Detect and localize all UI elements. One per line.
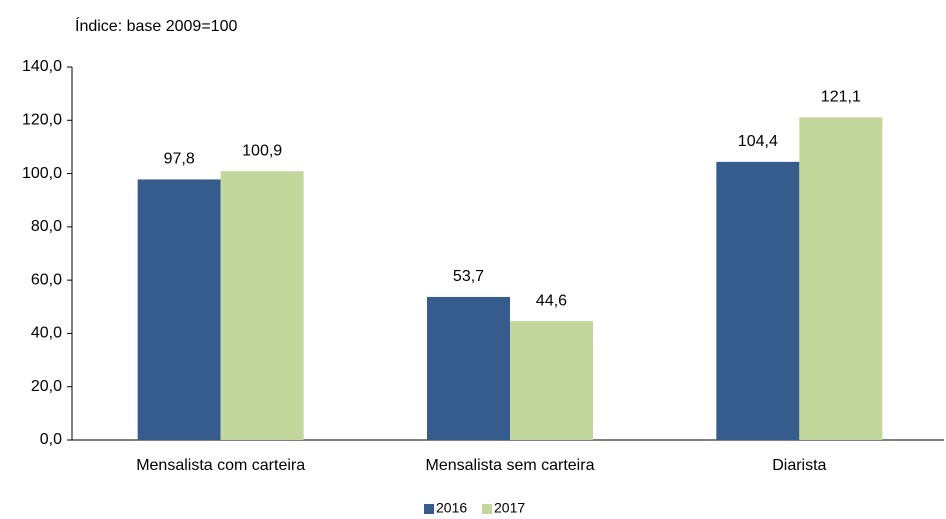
- chart-title: Índice: base 2009=100: [75, 16, 237, 35]
- y-tick-label: 80,0: [31, 218, 62, 235]
- legend-swatch: [482, 504, 492, 514]
- data-label: 104,4: [738, 133, 778, 150]
- y-tick-label: 0,0: [40, 431, 62, 448]
- y-tick-label: 60,0: [31, 271, 62, 288]
- bar: [716, 161, 800, 440]
- legend-label: 2016: [436, 500, 467, 516]
- y-tick-label: 40,0: [31, 325, 62, 342]
- bar: [510, 321, 593, 440]
- y-tick-label: 120,0: [22, 112, 62, 129]
- x-tick-label: Mensalista com carteira: [136, 457, 305, 474]
- bar: [220, 171, 304, 440]
- legend-swatch: [424, 504, 434, 514]
- y-tick-label: 100,0: [22, 165, 62, 182]
- bar: [799, 117, 883, 440]
- x-tick-label: Diarista: [772, 457, 826, 474]
- x-tick-label: Mensalista sem carteira: [426, 457, 595, 474]
- data-label: 97,8: [164, 151, 195, 168]
- legend-label: 2017: [494, 500, 525, 516]
- y-tick-label: 20,0: [31, 378, 62, 395]
- bar: [427, 296, 510, 440]
- data-label: 53,7: [453, 268, 484, 285]
- y-tick-label: 140,0: [22, 58, 62, 75]
- data-label: 44,6: [536, 292, 567, 309]
- data-label: 121,1: [821, 89, 861, 106]
- bar: [137, 179, 221, 440]
- data-label: 100,9: [242, 142, 282, 159]
